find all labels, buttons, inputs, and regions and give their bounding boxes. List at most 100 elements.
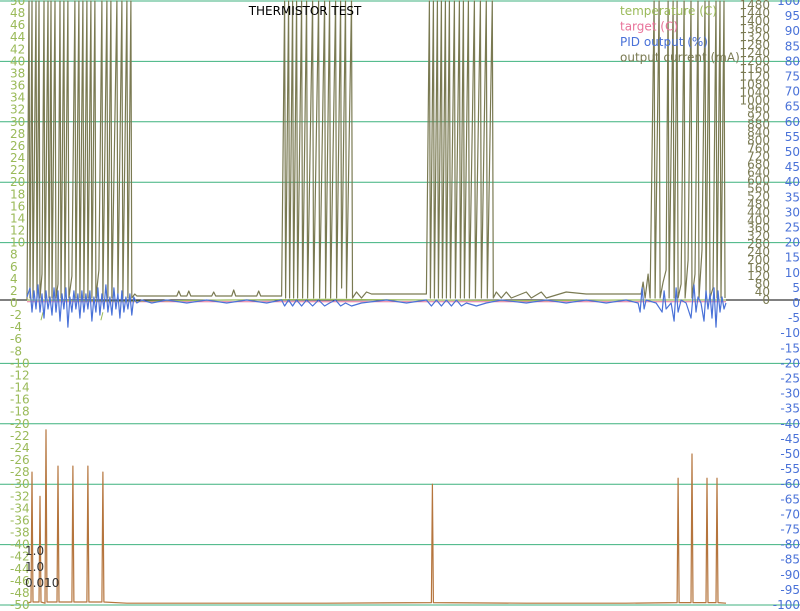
left-axis-tick-label: 28 (10, 127, 25, 141)
left-axis-tick-label: -8 (10, 344, 22, 358)
left-axis-tick-label: 2 (10, 284, 18, 298)
right-axis-current-tick-label: 1040 (739, 86, 770, 100)
left-axis-tick-label: 10 (10, 236, 25, 250)
right-axis-pid-tick-label: -10 (780, 326, 800, 340)
right-axis-pid-tick-label: 0 (792, 296, 800, 310)
right-axis-pid-tick-label: 25 (785, 221, 800, 235)
right-axis-pid-tick-label: 60 (785, 115, 800, 129)
right-axis-current-tick-label: 1000 (739, 94, 770, 108)
left-axis-tick-label: 18 (10, 187, 25, 201)
left-axis-tick-label: 6 (10, 260, 18, 274)
right-axis-current-tick-label: 760 (747, 142, 770, 156)
series-lines (26, 0, 727, 604)
left-axis-tick-label: 36 (10, 79, 25, 93)
right-axis-current-tick-label: 1280 (739, 38, 770, 52)
temperature-mark (100, 312, 104, 321)
right-axis-current-tick-label: 320 (747, 229, 770, 243)
left-axis-tick-label: -34 (10, 501, 30, 515)
temperature-mark (40, 312, 44, 321)
left-axis-tick-label: 24 (10, 151, 25, 165)
right-axis-current-tick-label: 1200 (739, 54, 770, 68)
right-axis-current-tick-label: 920 (747, 110, 770, 124)
left-axis-tick-label: -4 (10, 320, 22, 334)
right-axis-current-tick-label: 280 (747, 237, 770, 251)
right-axis-current-tick-label: 840 (747, 126, 770, 140)
right-axis-pid-tick-label: 85 (785, 39, 800, 53)
right-axis-pid-tick-label: -90 (780, 568, 800, 582)
left-axis-tick-label: -30 (10, 477, 30, 491)
left-axis-tick-label: -6 (10, 332, 22, 346)
right-axis-pid-tick-label: 45 (785, 160, 800, 174)
right-axis-pid-tick-label: -40 (780, 417, 800, 431)
left-axis-tick-label: -22 (10, 429, 30, 443)
right-axis-pid-tick-label: -95 (780, 583, 800, 597)
left-axis-tick-label: -48 (10, 586, 30, 600)
right-axis-pid-tick-label: 50 (785, 145, 800, 159)
legend-entry-temperature: temperature (C) (620, 4, 717, 18)
right-axis-pid-tick-label: 95 (785, 9, 800, 23)
left-axis-tick-label: -18 (10, 405, 30, 419)
right-axis-pid-tick-label: -25 (780, 372, 800, 386)
legend-entry-target: target (C) (620, 20, 678, 34)
right-axis-pid-tick-label: -50 (780, 447, 800, 461)
right-axis-current-tick-label: 440 (747, 205, 770, 219)
right-axis-current-tick-label: 400 (747, 213, 770, 227)
series-line-output-current (26, 0, 726, 301)
right-axis-pid-tick-label: 30 (785, 205, 800, 219)
left-axis-tick-label: 26 (10, 139, 25, 153)
left-axis-tick-label: 34 (10, 91, 25, 105)
right-axis-current-tick-label: 560 (747, 181, 770, 195)
legend-entry-pid-output: PID output (%) (620, 35, 708, 49)
right-axis-pid-tick-label: -85 (780, 553, 800, 567)
pid-parameter-value: 0.010 (25, 576, 59, 590)
left-axis-tick-label: -28 (10, 465, 30, 479)
left-axis-tick-label: -16 (10, 393, 30, 407)
right-axis-pid-tick-label: -60 (780, 477, 800, 491)
pid-parameter-value: 1.0 (25, 560, 44, 574)
right-axis-pid-tick-label: -20 (780, 356, 800, 370)
left-axis-tick-label: -10 (10, 356, 30, 370)
left-axis-tick-label: -26 (10, 453, 30, 467)
right-axis-pid-tick-label: 5 (792, 281, 800, 295)
right-axis-pid-tick-label: -65 (780, 492, 800, 506)
right-axis-current-tick-label: 800 (747, 134, 770, 148)
right-axis-current-tick-label: 1360 (739, 22, 770, 36)
right-axis-current-tick-label: 160 (747, 261, 770, 275)
right-axis-current-tick-label: 1400 (739, 14, 770, 28)
left-axis-ticks: 5048464442403836343230282624222018161412… (10, 0, 30, 611)
right-axis-pid-tick-label: 80 (785, 54, 800, 68)
right-axis-current-tick-label: 200 (747, 253, 770, 267)
right-axis-current-tick-label: 960 (747, 102, 770, 116)
right-axis-pid-tick-label: -15 (780, 341, 800, 355)
left-axis-tick-label: 32 (10, 103, 25, 117)
right-axis-current-tick-label: 680 (747, 158, 770, 172)
right-axis-pid-ticks: 1009590858075706560555045403530252015105… (773, 0, 800, 611)
left-axis-tick-label: -24 (10, 441, 30, 455)
left-axis-tick-label: -20 (10, 417, 30, 431)
right-axis-current-tick-label: 1160 (739, 62, 770, 76)
right-axis-current-tick-label: 640 (747, 165, 770, 179)
left-axis-tick-label: -42 (10, 550, 30, 564)
left-axis-tick-label: -50 (10, 598, 30, 611)
right-axis-current-tick-label: 520 (747, 189, 770, 203)
right-axis-current-tick-label: 1240 (739, 46, 770, 60)
right-axis-current-tick-label: 360 (747, 221, 770, 235)
right-axis-current-tick-label: 1120 (739, 70, 770, 84)
left-axis-tick-label: -2 (10, 308, 22, 322)
left-axis-tick-label: 20 (10, 175, 25, 189)
pid-parameter-value: 1.0 (25, 544, 44, 558)
right-axis-pid-tick-label: 65 (785, 100, 800, 114)
right-axis-pid-tick-label: 100 (777, 0, 800, 8)
right-axis-pid-tick-label: -70 (780, 507, 800, 521)
right-axis-pid-tick-label: -100 (773, 598, 800, 611)
right-axis-pid-tick-label: 35 (785, 190, 800, 204)
left-axis-tick-label: -46 (10, 574, 30, 588)
left-axis-tick-label: -36 (10, 513, 30, 527)
right-axis-current-tick-label: 1440 (739, 6, 770, 20)
left-axis-tick-label: -12 (10, 369, 30, 383)
right-axis-pid-tick-label: 90 (785, 24, 800, 38)
left-axis-tick-label: 14 (10, 211, 25, 225)
right-axis-pid-tick-label: -35 (780, 402, 800, 416)
pid-parameters: 1.0 1.0 0.010 (25, 544, 59, 590)
